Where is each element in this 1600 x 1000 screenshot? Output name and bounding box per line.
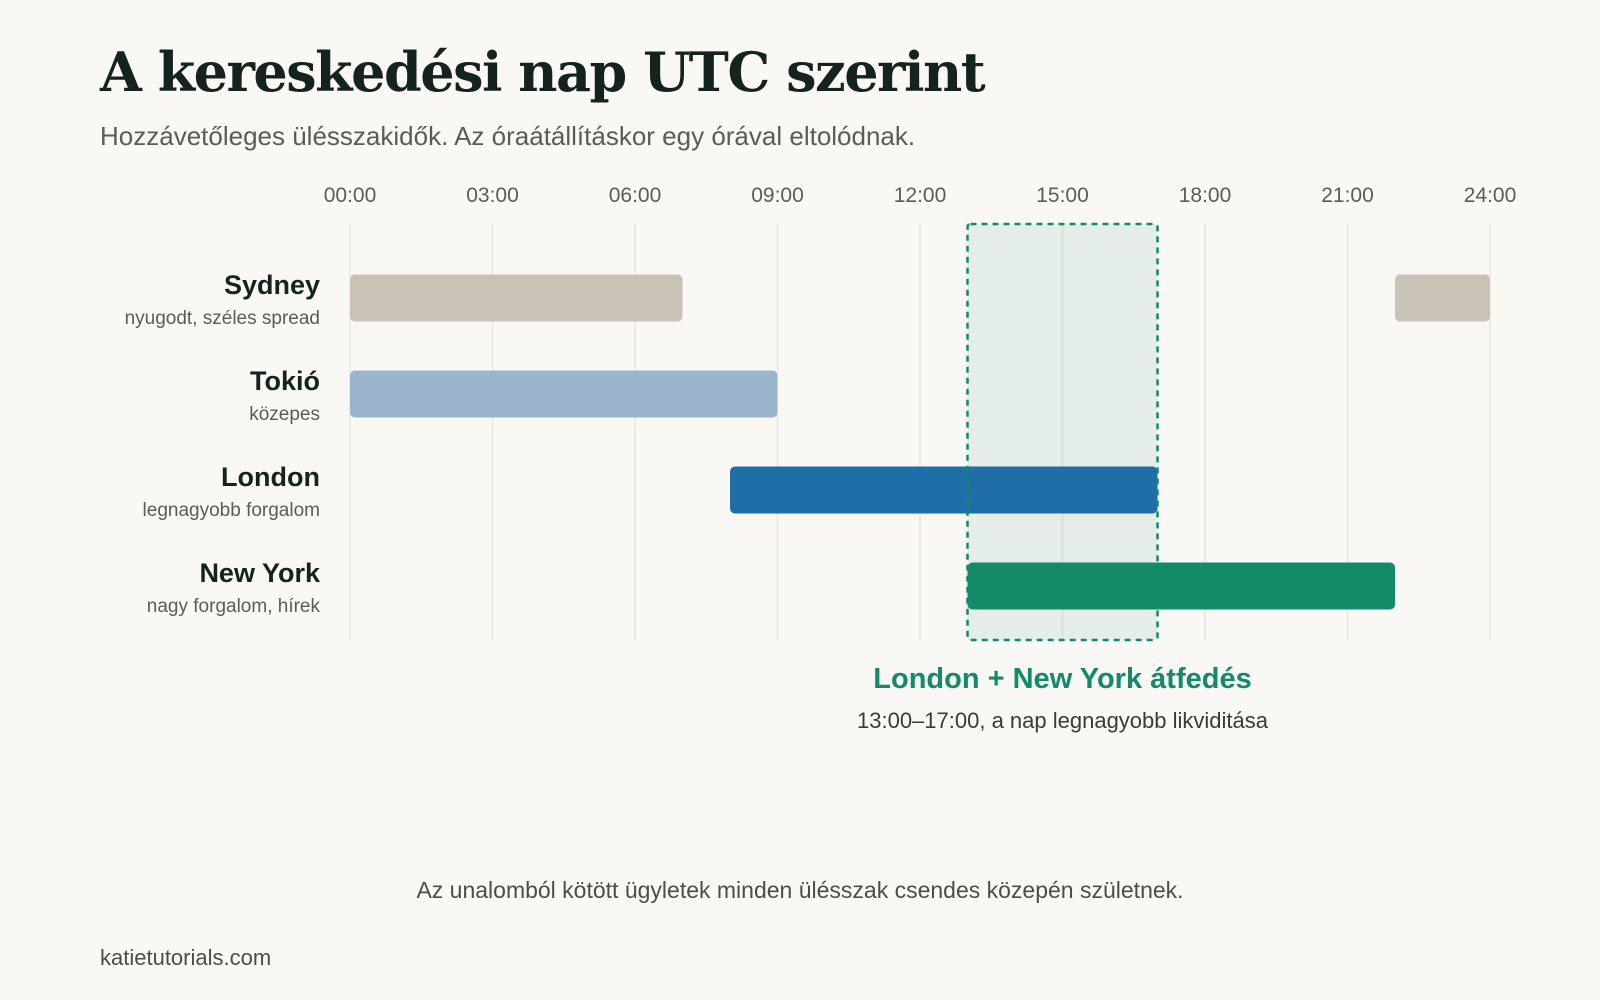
x-tick-label: 12:00 [894, 184, 947, 207]
x-tick-label: 06:00 [609, 184, 662, 207]
chart-subtitle: Hozzávetőleges ülésszakidők. Az óraátáll… [100, 121, 916, 151]
x-tick-label: 18:00 [1179, 184, 1232, 207]
session-chart: 00:00 03:00 06:00 09:00 12:00 15:00 18:00 21:00… [125, 184, 1517, 733]
session-bars [350, 274, 1490, 610]
session-name: Tokió [250, 366, 320, 396]
x-axis-ticks: 00:00 03:00 06:00 09:00 12:00 15:00 18:00 21:00… [324, 184, 1517, 207]
session-note: közepes [249, 404, 320, 425]
x-tick-label: 09:00 [751, 184, 804, 207]
session-bar [350, 370, 778, 418]
x-tick-label: 24:00 [1464, 184, 1517, 207]
session-bar [1395, 274, 1490, 322]
session-name: Sydney [224, 270, 320, 300]
session-note: nyugodt, széles spread [125, 308, 320, 329]
row-labels: Sydney nyugodt, széles spread Tokió közepes… [125, 270, 321, 617]
overlap-annotation-subtitle: 13:00–17:00, a nap legnagyobb likviditás… [857, 708, 1269, 733]
x-tick-label: 15:00 [1036, 184, 1089, 207]
x-tick-label: 00:00 [324, 184, 377, 207]
x-tick-label: 03:00 [466, 184, 519, 207]
overlap-outline [966, 222, 1159, 642]
session-bar [967, 562, 1395, 610]
chart-title: A kereskedési nap UTC szerint [100, 40, 986, 104]
session-name: New York [199, 558, 321, 588]
session-bar [350, 274, 683, 322]
session-bar [730, 466, 1158, 514]
session-note: legnagyobb forgalom [143, 500, 320, 521]
x-tick-label: 21:00 [1321, 184, 1374, 207]
overlap-border [966, 222, 1159, 642]
footnote: Az unalomból kötött ügyletek minden ülés… [416, 877, 1184, 903]
overlap-annotation-title: London + New York átfedés [873, 663, 1251, 695]
site-credit: katietutorials.com [100, 945, 272, 970]
session-note: nagy forgalom, hírek [147, 596, 321, 617]
session-name: London [221, 462, 320, 492]
